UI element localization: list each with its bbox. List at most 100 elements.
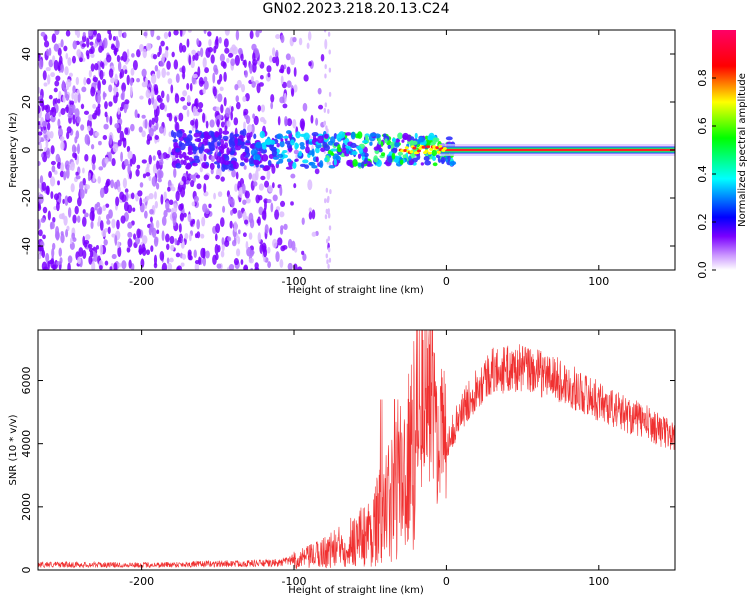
spectrogram-cell	[114, 73, 118, 85]
spectrogram-cell	[409, 150, 414, 154]
spectrogram-cell	[91, 210, 95, 222]
spectrogram-cell	[161, 262, 168, 270]
spectrogram-cell	[257, 232, 262, 243]
spectrogram-cell	[126, 74, 130, 86]
spectrogram-cell	[224, 125, 227, 132]
spectrogram-cell	[208, 203, 212, 209]
spectrogram-cell	[276, 133, 284, 140]
spectrogram-cell	[223, 160, 230, 166]
spectrogram-cell	[239, 130, 244, 135]
spectrogram-cell	[116, 54, 121, 63]
spectrogram-cell	[259, 130, 266, 139]
spectrogram-cell	[272, 47, 276, 57]
spectrogram-cell	[350, 131, 356, 140]
spectrogram-cell	[307, 31, 312, 41]
spectrogram-cell	[243, 108, 249, 116]
spectrogram-cell	[292, 161, 297, 169]
spectrogram-cell	[68, 72, 73, 78]
spectrogram-cell	[179, 212, 184, 221]
colorbar-tick-label: 0.4	[696, 165, 709, 183]
spectrogram-cell	[180, 203, 184, 210]
spectrogram-cell	[80, 103, 85, 110]
spectrogram-cell	[164, 104, 168, 112]
spectrogram-cell	[79, 57, 83, 63]
spectrogram-cell	[356, 145, 361, 149]
spectrogram-cell	[219, 86, 224, 92]
spectrogram-cell	[143, 31, 148, 37]
spectrogram-cell	[117, 186, 121, 193]
spectrogram-cell	[182, 159, 187, 166]
spectrogram-cell	[310, 114, 314, 124]
spectrogram-cell	[140, 258, 145, 268]
spectrogram-cell	[141, 159, 147, 164]
spectrogram-cell	[95, 245, 99, 250]
spectrogram-cell	[168, 31, 172, 38]
spectrogram-cell	[404, 146, 409, 150]
spectrogram-cell	[97, 176, 101, 184]
spectrogram-cell	[332, 153, 340, 161]
spectrogram-cell	[118, 262, 122, 268]
spectrogram-cell	[136, 78, 140, 83]
spectrogram-cell	[96, 93, 101, 104]
spectrogram-cell	[83, 241, 88, 248]
spectrogram-cell	[327, 31, 331, 37]
spectrogram-cell	[220, 104, 224, 114]
spectrogram-cell	[167, 186, 171, 192]
spectrogram-cell	[293, 183, 297, 189]
spectrogram-cell	[210, 54, 215, 64]
spectrogram-cell	[156, 229, 160, 235]
spectrogram-cell	[239, 161, 245, 167]
spectrogram-cell	[90, 86, 96, 97]
spectrogram-cell	[127, 163, 131, 175]
spectrogram-cell	[38, 105, 41, 114]
spectrogram-cell	[197, 66, 201, 78]
spectrogram-cell	[194, 262, 200, 270]
spectrogram-cell	[323, 107, 327, 113]
spectrogram-cell	[191, 201, 196, 207]
spectrogram-cell	[89, 41, 94, 46]
spectrogram-cell	[175, 163, 182, 169]
spectrogram-cell	[328, 49, 331, 55]
spectrogram-cell	[220, 250, 225, 258]
spectrogram-cell	[109, 115, 113, 126]
spectrogram-cell	[203, 80, 209, 90]
spectrogram-cell	[324, 214, 328, 220]
spectrogram-cell	[217, 191, 223, 198]
spectrogram-cell	[223, 96, 227, 107]
spectrogram-cell	[58, 111, 62, 117]
spectrogram-cell	[154, 135, 159, 140]
signal-band-core	[438, 148, 675, 152]
spectrogram-cell	[222, 130, 230, 135]
spectrogram-cell	[79, 181, 84, 191]
spectrogram-cell	[203, 148, 211, 153]
spectrogram-cell	[286, 143, 292, 149]
spectrogram-cell	[305, 146, 310, 154]
spectrogram-cell	[280, 225, 284, 231]
spectrogram-cell	[223, 38, 229, 48]
spectrogram-cell	[160, 194, 164, 205]
spectrogram-cell	[187, 214, 192, 222]
spectrogram-cell	[196, 231, 201, 239]
spectrogram-cell	[223, 71, 227, 82]
spectrogram-cell	[173, 30, 179, 36]
spectrogram-cell	[290, 56, 296, 66]
spectrogram-cell	[92, 30, 97, 36]
spectrogram-cell	[229, 132, 234, 140]
spectrogram-cell	[105, 203, 110, 208]
spectrogram-cell	[155, 182, 160, 190]
spectrogram-cell	[53, 59, 59, 71]
spectrogram-cell	[324, 64, 327, 70]
spectrogram-cell	[138, 244, 143, 256]
spectrogram-cell	[324, 198, 327, 204]
spectrogram-cell	[369, 141, 373, 146]
spectrogram-cell	[115, 35, 119, 43]
spectrogram-cell	[259, 164, 265, 168]
spectrogram-cell	[221, 237, 225, 245]
spectrogram-cell	[190, 179, 195, 188]
spectrogram-cell	[141, 114, 146, 119]
snr-ytick-label: 2000	[20, 493, 33, 521]
spectrogram-cell	[108, 151, 112, 162]
spectrogram-cell	[123, 201, 129, 212]
spectrogram-cell	[230, 111, 233, 121]
spectrogram-cell	[138, 126, 143, 133]
